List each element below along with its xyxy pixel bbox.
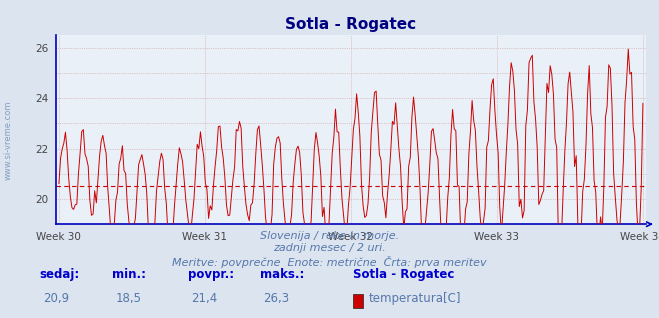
Text: Meritve: povprečne  Enote: metrične  Črta: prva meritev: Meritve: povprečne Enote: metrične Črta:… — [172, 256, 487, 268]
Title: Sotla - Rogatec: Sotla - Rogatec — [285, 17, 416, 32]
Text: zadnji mesec / 2 uri.: zadnji mesec / 2 uri. — [273, 243, 386, 253]
Text: 26,3: 26,3 — [264, 292, 290, 305]
Text: sedaj:: sedaj: — [40, 268, 80, 281]
Text: www.si-vreme.com: www.si-vreme.com — [4, 100, 13, 180]
Bar — [353, 294, 363, 308]
Text: maks.:: maks.: — [260, 268, 304, 281]
Text: povpr.:: povpr.: — [188, 268, 234, 281]
Text: 18,5: 18,5 — [115, 292, 141, 305]
Text: 20,9: 20,9 — [43, 292, 69, 305]
Text: temperatura[C]: temperatura[C] — [369, 292, 461, 305]
Text: 21,4: 21,4 — [191, 292, 217, 305]
Text: Slovenija / reke in morje.: Slovenija / reke in morje. — [260, 231, 399, 240]
Text: Sotla - Rogatec: Sotla - Rogatec — [353, 268, 454, 281]
Text: min.:: min.: — [112, 268, 146, 281]
